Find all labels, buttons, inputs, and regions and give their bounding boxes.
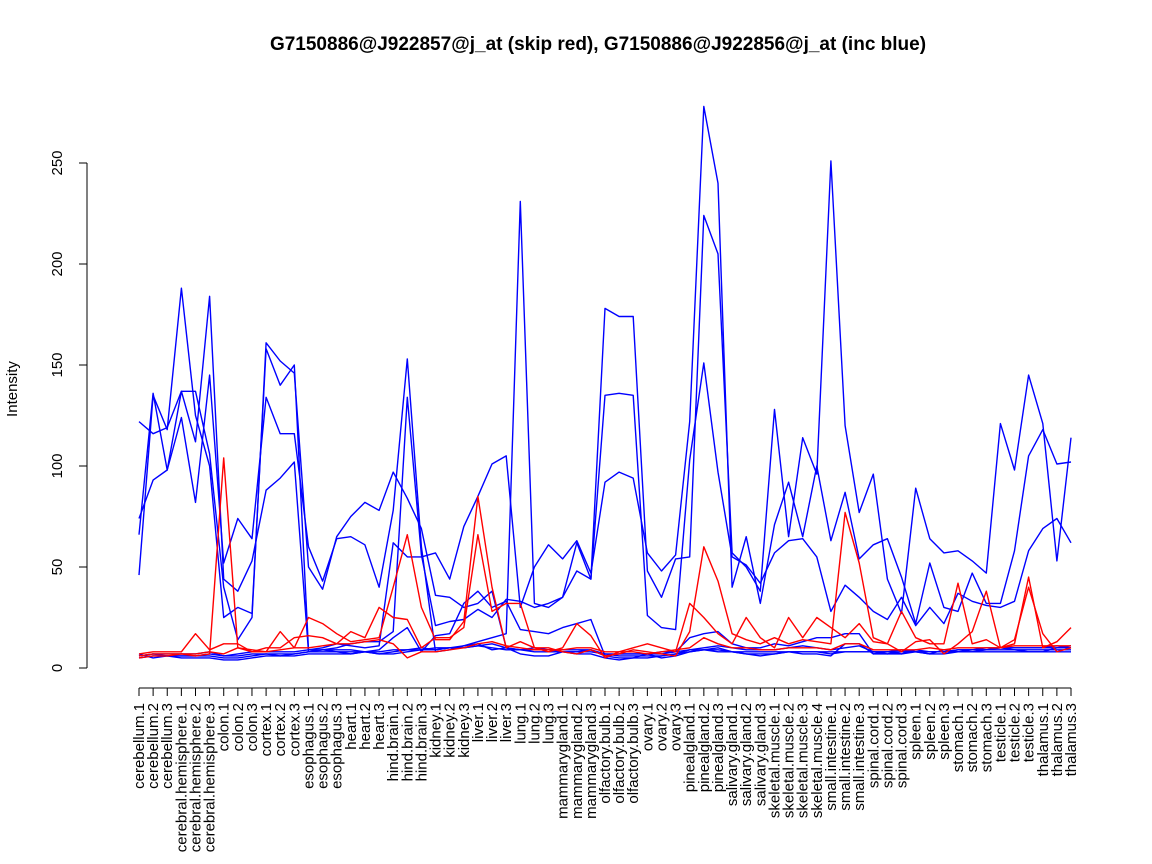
x-tick-label: kidney.2: [442, 703, 459, 758]
x-tick-label: heart.1: [343, 703, 360, 750]
x-tick-label: salivary.gland.1: [724, 703, 741, 806]
x-tick-label: hind.brain.2: [399, 703, 416, 781]
x-tick-label: spleen.3: [936, 703, 953, 760]
x-tick-label: esophagus.1: [300, 703, 317, 789]
y-tick-label: 250: [49, 150, 66, 175]
x-tick-label: thalamus.3: [1063, 703, 1080, 776]
x-tick-label: cortex.2: [272, 703, 289, 756]
x-tick-label: stomach.3: [978, 703, 995, 772]
y-axis: 0 50 100 150 200 250: [49, 150, 88, 672]
x-tick-label: ovary.3: [668, 703, 685, 751]
series-line-skip-2: [138, 534, 1072, 659]
x-tick-label: lung.1: [512, 703, 529, 744]
x-tick-label: colon.2: [230, 703, 247, 751]
y-tick-label: 100: [49, 453, 66, 478]
y-tick-label: 150: [49, 352, 66, 377]
x-tick-label: thalamus.2: [1049, 703, 1066, 776]
x-tick-label: colon.1: [216, 703, 233, 751]
x-tick-label: pinealgland.1: [682, 703, 699, 792]
series-line-inc-2: [138, 295, 1072, 653]
series-line-inc-3: [138, 160, 1072, 653]
x-tick-label: stomach.2: [964, 703, 981, 772]
y-tick-label: 0: [49, 664, 66, 672]
x-tick-label: spinal.cord.2: [879, 703, 896, 788]
x-tick-label: esophagus.3: [329, 703, 346, 789]
x-tick-label: salivary.gland.2: [738, 703, 755, 806]
x-tick-label: spleen.1: [908, 703, 925, 760]
series-line-skip-1: [138, 457, 1072, 659]
x-tick-label: pinealgland.2: [696, 703, 713, 792]
y-axis-label: Intensity: [4, 361, 21, 417]
x-tick-label: thalamus.1: [1035, 703, 1052, 776]
x-tick-label: salivary.gland.3: [752, 703, 769, 806]
x-tick-label: pinealgland.3: [710, 703, 727, 792]
x-tick-label: cortex.3: [286, 703, 303, 756]
x-tick-label: testicle.2: [1007, 703, 1024, 762]
x-tick-label: cerebellum.2: [145, 703, 162, 789]
x-tick-label: mammarygland.1: [555, 703, 572, 819]
x-tick-label: cerebral.hemisphere.1: [173, 703, 190, 852]
x-tick-label: lung.3: [541, 703, 558, 744]
x-tick-label: mammarygland.3: [583, 703, 600, 819]
x-tick-label: cortex.1: [258, 703, 275, 756]
chart-title: G7150886@J922857@j_at (skip red), G71508…: [270, 34, 926, 55]
series-layer: [138, 105, 1072, 661]
x-tick-label: cerebral.hemisphere.2: [187, 703, 204, 852]
x-tick-label: lung.2: [526, 703, 543, 744]
x-tick-label: skeletal.muscle.3: [795, 703, 812, 818]
x-tick-label: heart.3: [371, 703, 388, 750]
x-tick-label: cerebellum.1: [131, 703, 148, 789]
x-tick-label: hind.brain.1: [385, 703, 402, 781]
x-tick-label: liver.3: [498, 703, 515, 742]
series-line-inc-4: [138, 105, 1072, 651]
x-tick-label: hind.brain.3: [413, 703, 430, 781]
x-tick-label: testicle.1: [992, 703, 1009, 762]
x-tick-label: cerebral.hemisphere.3: [202, 703, 219, 852]
x-tick-label: small.intestine.2: [837, 703, 854, 811]
x-tick-label: ovary.2: [653, 703, 670, 751]
x-tick-label: stomach.1: [950, 703, 967, 772]
x-tick-label: liver.2: [484, 703, 501, 742]
x-tick-label: skeletal.muscle.4: [809, 703, 826, 818]
x-tick-label: mammarygland.2: [569, 703, 586, 819]
x-tick-label: esophagus.2: [315, 703, 332, 789]
y-tick-label: 50: [49, 559, 66, 576]
series-line-inc-1: [138, 342, 1072, 661]
x-tick-label: small.intestine.3: [851, 703, 868, 811]
x-tick-label: skeletal.muscle.1: [766, 703, 783, 818]
x-tick-label: testicle.3: [1021, 703, 1038, 762]
x-tick-label: kidney.1: [428, 703, 445, 758]
series-line-inc-8: [138, 645, 1071, 657]
x-tick-label: skeletal.muscle.2: [781, 703, 798, 818]
x-tick-label: spinal.cord.1: [865, 703, 882, 788]
x-tick-label: cerebellum.3: [159, 703, 176, 789]
x-tick-label: olfactory.bulb.2: [611, 703, 628, 804]
x-axis: cerebellum.1cerebellum.2cerebellum.3cere…: [131, 687, 1080, 852]
x-tick-label: olfactory.bulb.1: [597, 703, 614, 804]
x-tick-label: liver.1: [470, 703, 487, 742]
x-tick-label: spinal.cord.3: [894, 703, 911, 788]
x-tick-label: colon.3: [244, 703, 261, 751]
x-tick-label: kidney.3: [456, 703, 473, 758]
series-line-skip-3: [138, 637, 1071, 659]
x-tick-label: heart.2: [357, 703, 374, 750]
y-tick-label: 200: [49, 251, 66, 276]
x-tick-label: olfactory.bulb.3: [625, 703, 642, 804]
x-tick-label: ovary.1: [639, 703, 656, 751]
x-tick-label: spleen.2: [922, 703, 939, 760]
x-tick-label: small.intestine.1: [823, 703, 840, 811]
